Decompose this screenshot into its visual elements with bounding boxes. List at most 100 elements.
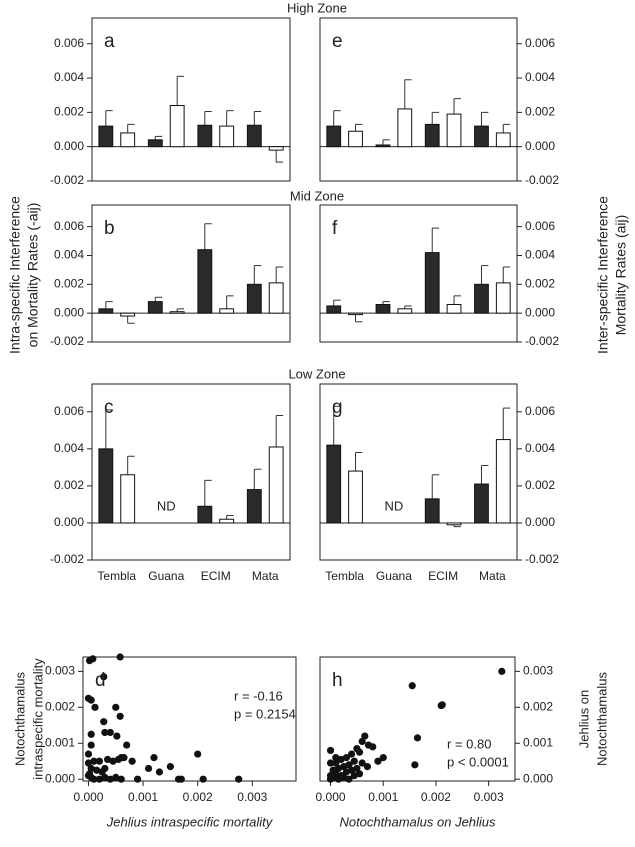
x-tick-label: Tembla bbox=[325, 569, 364, 583]
y-tick-label: 0.002 bbox=[525, 105, 555, 119]
point bbox=[342, 754, 350, 762]
y-tick-label: -0.002 bbox=[525, 173, 559, 187]
panel-letter: c bbox=[104, 397, 114, 418]
x-tick-label: 0.003 bbox=[474, 790, 504, 804]
x-tick-label: Mata bbox=[252, 569, 279, 583]
bar bbox=[326, 125, 342, 148]
point bbox=[363, 763, 372, 771]
y-tick-label: 0.000 bbox=[525, 305, 555, 319]
bar bbox=[197, 249, 213, 314]
y-tick-label: 0.003 bbox=[45, 664, 75, 678]
y-tick-label: -0.002 bbox=[50, 334, 84, 348]
bar bbox=[474, 483, 489, 524]
bar bbox=[98, 308, 114, 314]
bar bbox=[246, 283, 262, 314]
y-tick-label: 0.002 bbox=[54, 478, 84, 492]
panel-letter: b bbox=[104, 218, 115, 239]
point bbox=[199, 775, 207, 783]
x-axis-label: Notochthamalus on Jehlius bbox=[339, 814, 496, 829]
point bbox=[166, 763, 174, 771]
y-tick-label: 0.002 bbox=[523, 699, 553, 713]
bar bbox=[348, 312, 363, 316]
point bbox=[332, 759, 340, 767]
x-tick-label: ECIM bbox=[428, 569, 458, 583]
y-tick-label: 0.004 bbox=[525, 248, 555, 262]
panel-letter: e bbox=[332, 31, 343, 52]
point bbox=[411, 761, 419, 769]
bar bbox=[375, 144, 391, 148]
bar bbox=[219, 518, 235, 524]
x-axis-label: Jehlius intraspecific mortality bbox=[106, 814, 274, 829]
annotation: r = -0.16 bbox=[234, 688, 283, 703]
zone-title: Low Zone bbox=[288, 366, 345, 381]
panel-frame bbox=[319, 204, 518, 343]
bar bbox=[446, 522, 462, 526]
point bbox=[113, 732, 121, 740]
point bbox=[345, 775, 353, 783]
point bbox=[84, 759, 93, 767]
point bbox=[355, 770, 364, 778]
bar bbox=[120, 474, 136, 524]
point bbox=[90, 775, 98, 783]
bar bbox=[147, 301, 163, 314]
missing-label: ND bbox=[157, 498, 176, 513]
y-tick-label: 0.006 bbox=[525, 404, 555, 418]
point bbox=[438, 701, 446, 709]
point bbox=[101, 773, 109, 782]
y-axis-label: Mortality Rates (aij) bbox=[613, 215, 629, 336]
point bbox=[350, 757, 358, 765]
point bbox=[498, 667, 506, 675]
y-tick-label: 0.000 bbox=[54, 515, 84, 529]
point bbox=[106, 775, 114, 783]
bar bbox=[219, 125, 235, 148]
bar bbox=[197, 505, 213, 524]
bar bbox=[197, 124, 213, 148]
x-tick-label: 0.003 bbox=[237, 790, 267, 804]
point bbox=[379, 754, 387, 762]
point bbox=[177, 775, 185, 783]
x-tick-label: Guana bbox=[376, 569, 412, 583]
point bbox=[413, 734, 422, 742]
y-tick-label: -0.002 bbox=[525, 334, 559, 348]
point bbox=[87, 696, 95, 704]
bar bbox=[246, 489, 262, 524]
point bbox=[116, 712, 124, 720]
point bbox=[123, 741, 131, 749]
y-axis-label: Notochthamalus bbox=[12, 672, 27, 766]
point bbox=[95, 775, 103, 783]
point bbox=[353, 764, 361, 773]
annotation: r = 0.80 bbox=[447, 736, 491, 751]
point bbox=[101, 764, 109, 773]
point bbox=[134, 775, 142, 783]
panel-letter: d bbox=[95, 670, 106, 691]
x-tick-label: ECIM bbox=[201, 569, 231, 583]
y-tick-label: 0.004 bbox=[525, 441, 555, 455]
point bbox=[85, 770, 94, 778]
x-tick-label: 0.001 bbox=[368, 790, 398, 804]
bar bbox=[169, 105, 185, 148]
y-axis-label: Notochthamalus bbox=[594, 672, 609, 766]
point bbox=[235, 775, 243, 783]
panel-letter: f bbox=[332, 218, 338, 239]
bar bbox=[219, 308, 235, 314]
zone-title: Mid Zone bbox=[290, 188, 344, 203]
bar bbox=[446, 113, 462, 148]
y-tick-label: 0.000 bbox=[45, 771, 75, 785]
point bbox=[374, 757, 382, 765]
x-tick-label: 0.002 bbox=[183, 790, 213, 804]
y-tick-label: 0.006 bbox=[54, 404, 84, 418]
panel-letter: h bbox=[332, 670, 343, 691]
panel-letter: g bbox=[332, 397, 343, 418]
point bbox=[109, 757, 117, 765]
bar bbox=[397, 308, 413, 314]
bar bbox=[326, 305, 342, 314]
point bbox=[408, 682, 416, 690]
y-tick-label: 0.002 bbox=[54, 105, 84, 119]
point bbox=[128, 757, 136, 765]
y-tick-label: 0.006 bbox=[525, 219, 555, 233]
panel-frame bbox=[319, 17, 518, 182]
point bbox=[100, 673, 108, 681]
point bbox=[369, 743, 377, 751]
y-tick-label: 0.001 bbox=[523, 735, 553, 749]
y-tick-label: -0.002 bbox=[50, 173, 84, 187]
